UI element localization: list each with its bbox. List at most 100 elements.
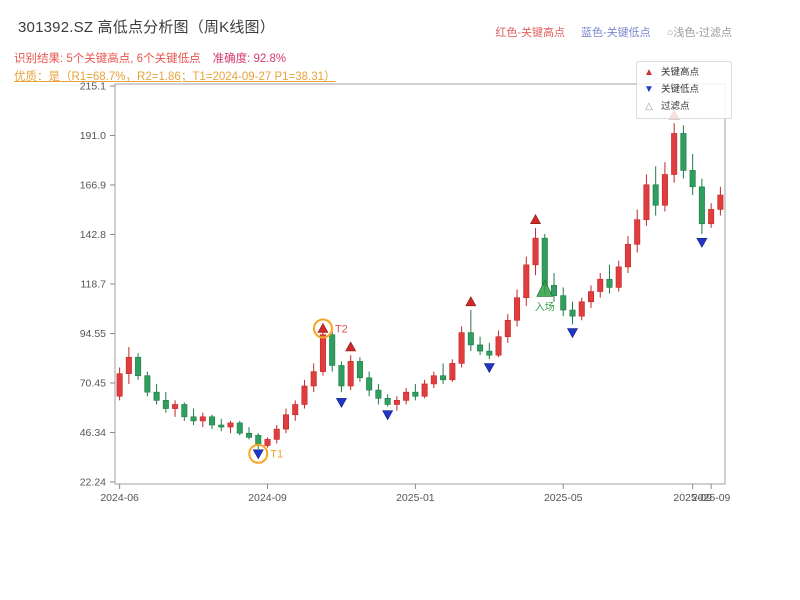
key-low-marker <box>696 237 708 248</box>
candle <box>375 389 382 399</box>
candle <box>264 439 271 446</box>
quality-line: 优质：是（R1=68.7%，R2=1.86；T1=2024-09-27 P1=3… <box>14 71 336 83</box>
candle <box>319 334 326 372</box>
y-tick-label: 191.0 <box>80 130 106 142</box>
candle <box>403 391 410 401</box>
candle <box>634 219 641 245</box>
candle <box>643 184 650 220</box>
candle <box>301 385 308 405</box>
legend-label: 关键高点 <box>661 67 700 78</box>
x-tick-label: 2025-01 <box>396 492 435 504</box>
candle <box>652 184 659 206</box>
candle <box>680 133 687 171</box>
highlight-ring-icon <box>248 443 269 464</box>
candle <box>587 291 594 303</box>
candle <box>560 295 567 311</box>
candles <box>116 123 724 450</box>
candle <box>717 194 724 210</box>
candle <box>661 174 668 206</box>
y-tick-label: 166.9 <box>80 179 106 191</box>
top-legend-item: ○浅色-过滤点 <box>666 27 732 39</box>
x-tick-label: 2025-09 <box>692 492 731 504</box>
key-low-marker <box>483 363 495 374</box>
candle <box>624 244 631 268</box>
candlestick-svg: 22.24 46.34 70.45 94.55 118.7 142.8 166.9 191.0… <box>80 81 731 505</box>
candle <box>597 278 604 292</box>
key-high-marker <box>345 341 357 352</box>
top-legend-item: 红色-关键高点 <box>495 27 566 39</box>
y-tick-label: 22.24 <box>80 477 106 489</box>
candle <box>569 309 576 317</box>
up-triangle-icon <box>530 214 542 224</box>
key-high-marker <box>465 296 477 307</box>
highlight-ring-icon <box>312 318 333 339</box>
candle <box>181 404 188 418</box>
plot-border <box>114 83 726 485</box>
up-triangle-icon <box>345 341 357 352</box>
recognition-result: 识别结果: 5个关键高点, 6个关键低点 准确度: 92.8% <box>14 50 286 66</box>
key-low-marker <box>382 410 394 421</box>
candle <box>347 361 354 387</box>
candle <box>477 344 484 352</box>
marker-label: T2 <box>335 323 348 335</box>
candle <box>246 432 253 438</box>
marker-label: T1 <box>270 449 283 461</box>
key-low-marker <box>335 398 347 409</box>
candle <box>366 377 373 391</box>
candle <box>412 391 419 397</box>
candle <box>273 428 280 440</box>
down-triangle-icon <box>696 237 708 248</box>
candle <box>689 170 696 188</box>
candle <box>430 375 437 385</box>
candlestick-chart: 22.24 46.34 70.45 94.55 118.7 142.8 166.9 191.0… <box>0 80 800 540</box>
candle <box>449 363 456 381</box>
top-legend-item: 蓝色-关键低点 <box>581 27 651 39</box>
chart-legend: ▲ 关键高点 ▼ 关键低点 △ 过滤点 <box>636 61 732 119</box>
candle <box>486 350 493 356</box>
candle <box>698 186 705 225</box>
recognition-result-text: 识别结果: 5个关键高点, 6个关键低点 <box>14 53 201 65</box>
candle <box>125 356 132 374</box>
up-triangle-icon <box>465 296 477 307</box>
candle <box>329 334 336 366</box>
candle <box>236 422 243 434</box>
candle <box>153 391 160 401</box>
legend-label: 关键低点 <box>661 84 700 95</box>
y-tick-label: 118.7 <box>81 278 107 290</box>
outline-triangle-icon: △ <box>645 101 653 112</box>
candle <box>467 332 474 346</box>
candle <box>440 375 447 381</box>
key-low-marker <box>566 328 579 339</box>
candle <box>218 424 225 428</box>
down-triangle-icon <box>566 328 579 339</box>
top-legend: 红色-关键高点 蓝色-关键低点 ○浅色-过滤点 <box>495 24 732 40</box>
candle <box>162 400 169 409</box>
accuracy-text: 准确度: 92.8% <box>212 53 287 65</box>
legend-item: ▲ 关键高点 <box>643 66 725 80</box>
candle <box>514 297 521 321</box>
candle <box>708 209 715 225</box>
y-axis: 22.24 46.34 70.45 94.55 118.7 142.8 166.9 191.0… <box>80 81 115 489</box>
candle <box>384 398 391 405</box>
candle <box>495 336 502 356</box>
candle <box>671 133 678 175</box>
candle <box>172 404 179 409</box>
entry-label: 入场 <box>535 300 555 313</box>
candle <box>393 400 400 405</box>
candle <box>541 237 548 286</box>
entry-marker: 入场 <box>535 279 555 313</box>
key-high-marker <box>530 214 542 224</box>
y-tick-label: 142.8 <box>80 229 106 241</box>
candle <box>116 373 123 397</box>
x-tick-label: 2025-09 <box>673 492 712 504</box>
y-tick-label: 70.45 <box>80 378 106 390</box>
candle <box>615 266 622 288</box>
up-triangle-icon <box>317 322 329 333</box>
y-tick-label: 46.34 <box>80 427 106 439</box>
y-tick-label: 94.55 <box>80 328 106 340</box>
candle <box>199 416 206 422</box>
down-triangle-icon <box>335 398 347 409</box>
legend-label: 过滤点 <box>661 101 690 112</box>
down-triangle-icon <box>252 449 264 460</box>
candle <box>356 361 363 379</box>
